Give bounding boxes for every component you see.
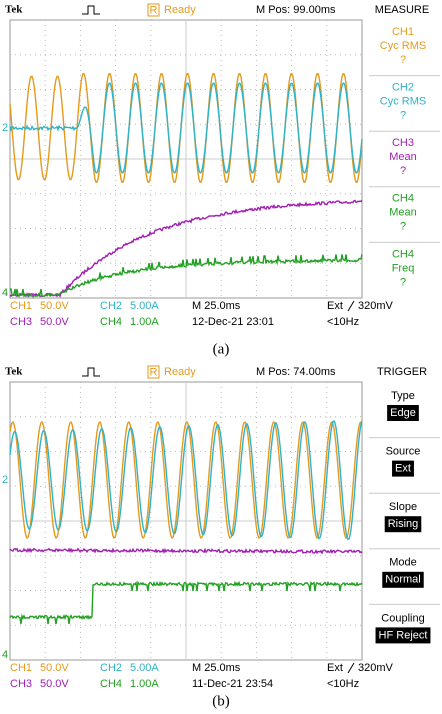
menu-text: CH1 (392, 26, 414, 38)
readout-scale: 50.0V (40, 678, 69, 690)
readout-scale: 50.0V (40, 316, 69, 328)
scope-panel: Tek R Ready M Pos: 74.00ms TRIGGER 2 4 Type Edge… (0, 362, 442, 714)
menu-text: Cyc RMS (380, 40, 426, 52)
menu-value: Ext (395, 463, 411, 475)
trigger-slope (348, 301, 354, 311)
menu-label: Coupling (381, 612, 424, 624)
trigger-slope (348, 663, 354, 673)
menu-text: ? (400, 221, 406, 233)
readout-channel: CH4 (100, 316, 122, 328)
channel-marker: 2 (2, 474, 8, 486)
menu-text: Mean (389, 207, 417, 219)
timebase: M 25.0ms (192, 662, 241, 674)
readout-channel: CH2 (100, 300, 122, 312)
position: M Pos: 74.00ms (256, 366, 336, 378)
menu-text: ? (400, 110, 406, 122)
readout-scale: 1.00A (130, 678, 159, 690)
channel-marker: 2 (2, 122, 8, 134)
readout-channel: CH3 (10, 678, 32, 690)
brand: Tek (5, 366, 23, 378)
readout-scale: 5.00A (130, 662, 159, 674)
caption: (b) (212, 693, 230, 709)
readout-scale: 50.0V (40, 300, 69, 312)
timebase: M 25.0ms (192, 300, 241, 312)
readout-scale: 5.00A (130, 300, 159, 312)
status: Ready (164, 4, 196, 16)
menu-text: Freq (392, 262, 415, 274)
trigger-icon (82, 6, 100, 14)
date: 11-Dec-21 23:54 (192, 678, 273, 690)
frequency: <10Hz (327, 678, 359, 690)
menu-text: Cyc RMS (380, 96, 426, 108)
readout-channel: CH4 (100, 678, 122, 690)
page: {"panels": [ {"brand": "Tek", "status_ic… (0, 0, 442, 714)
menu-title: TRIGGER (377, 366, 427, 378)
menu-text: CH4 (392, 193, 414, 205)
readout-channel: CH1 (10, 300, 32, 312)
menu-text: ? (400, 276, 406, 288)
brand: Tek (5, 4, 23, 16)
menu-label: Mode (389, 557, 417, 569)
readout-channel: CH1 (10, 662, 32, 674)
readout-channel: CH2 (100, 662, 122, 674)
position: M Pos: 99.00ms (256, 4, 336, 16)
menu-text: CH3 (392, 137, 414, 149)
readout-scale: 50.0V (40, 662, 69, 674)
channel-marker: 4 (2, 287, 8, 299)
menu-text: ? (400, 54, 406, 66)
status-icon: R (150, 366, 158, 378)
trigger-icon (82, 368, 100, 376)
menu-text: ? (400, 165, 406, 177)
menu-title: MEASURE (375, 4, 429, 16)
trigger-source: Ext (327, 662, 343, 674)
menu-label: Slope (389, 501, 417, 513)
readout-channel: CH3 (10, 316, 32, 328)
menu-value: Edge (390, 407, 416, 419)
trigger-level: 320mV (358, 662, 394, 674)
readout-scale: 1.00A (130, 316, 159, 328)
trigger-source: Ext (327, 300, 343, 312)
menu-text: Mean (389, 151, 417, 163)
status-icon: R (150, 4, 158, 16)
trigger-level: 320mV (358, 300, 394, 312)
menu-text: CH4 (392, 248, 414, 260)
frequency: <10Hz (327, 316, 359, 328)
menu-value: HF Reject (379, 629, 428, 641)
menu-value: Normal (385, 574, 420, 586)
figure: TekRReadyM Pos: 99.00msMEASURE24CH1Cyc R… (0, 0, 442, 714)
channel-marker: 4 (2, 649, 8, 661)
menu-label: Type (391, 390, 415, 402)
menu-value: Rising (388, 518, 419, 530)
date: 12-Dec-21 23:01 (192, 316, 274, 328)
menu-text: CH2 (392, 82, 414, 94)
menu-label: Source (386, 446, 421, 458)
status: Ready (164, 366, 196, 378)
caption: (a) (213, 341, 230, 357)
